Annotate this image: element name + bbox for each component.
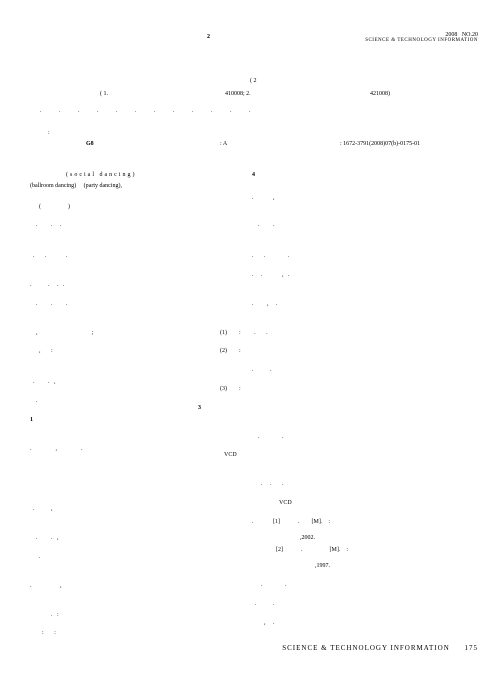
ref-y2: ,1997. [315, 563, 330, 569]
paren-r: ) [68, 204, 70, 210]
ref-y1: ,2002. [300, 535, 315, 541]
classification-code: G8 [86, 141, 94, 147]
ref-m1: [M]. [311, 519, 322, 525]
footer-journal: SCIENCE & TECHNOLOGY INFORMATION [282, 644, 450, 652]
article-id: : 1672-3791(2008)07(b)-0175-01 [340, 141, 420, 147]
section-1: 1 [30, 415, 243, 426]
sub-1: (1) [220, 330, 227, 336]
column-right: 4 . , 2 . . . . . . . , . . , . (1) : . … [252, 170, 465, 628]
ref-2: [2] [276, 547, 283, 553]
ref-1: [1] [273, 519, 280, 525]
paren-l: ( [39, 204, 41, 210]
title-marker: ( 2 [250, 78, 257, 84]
eng-term-1: (social dancing) [66, 170, 243, 181]
section-3: 3 [198, 403, 465, 414]
eng-term-3: (party dancing), [84, 183, 122, 189]
author-1: ( 1. [100, 91, 108, 97]
sub-3: (3) [220, 386, 227, 392]
vcd-1: VCD [224, 450, 465, 461]
vcd-2: VCD [279, 500, 292, 506]
footer-page: 175 [465, 644, 479, 652]
author-3: 421008) [370, 91, 390, 97]
abstract-colon: : [48, 130, 50, 136]
footer: SCIENCE & TECHNOLOGY INFORMATION 175 [282, 644, 478, 652]
sub-2: (2) [220, 348, 227, 354]
author-2: 410008; 2. [225, 91, 251, 97]
ref-m2: [M]. [329, 547, 340, 553]
section-4: 4 [252, 170, 465, 181]
eng-term-2: (ballroom dancing) [30, 183, 76, 189]
dots-row: . . . . . . . . . . . . [40, 108, 259, 114]
body: (social dancing) (ballroom dancing) (par… [30, 170, 474, 639]
doc-code: : A [220, 141, 227, 147]
section-2: 2 [207, 32, 465, 43]
